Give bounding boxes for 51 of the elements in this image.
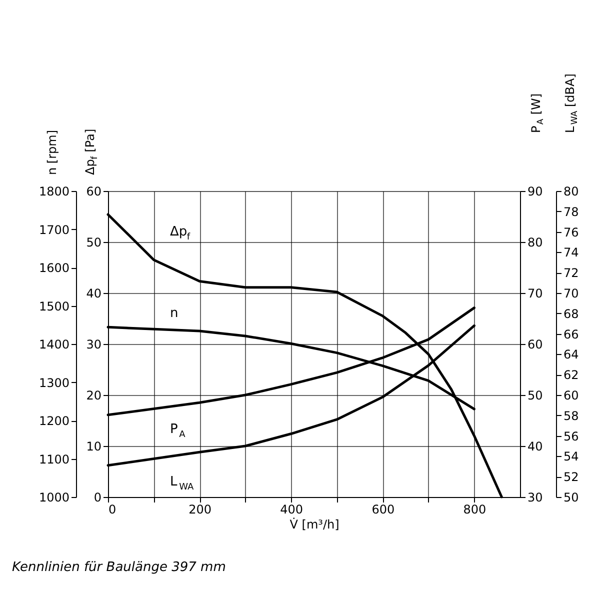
y-axis-title: PA [W] bbox=[529, 93, 546, 133]
x-axis-title: V̇ [m³/h] bbox=[290, 517, 340, 532]
y2-tick-label: 54 bbox=[564, 450, 579, 464]
y-tick-label: 50 bbox=[86, 236, 102, 250]
y2-tick-label: 78 bbox=[564, 204, 579, 219]
y2-tick-label: 76 bbox=[564, 225, 579, 240]
y2-tick-label: 1100 bbox=[38, 452, 70, 466]
y-tick-label: 90 bbox=[528, 184, 543, 198]
y2-tick-label: 60 bbox=[564, 388, 579, 402]
y2-tick-label: 1200 bbox=[38, 414, 70, 428]
x-tick-label: 200 bbox=[188, 502, 212, 516]
y-tick-label: 20 bbox=[86, 388, 102, 402]
y-tick-label: 80 bbox=[528, 236, 543, 250]
y2-tick-label: 1000 bbox=[38, 490, 70, 504]
y2-tick-label: 1600 bbox=[38, 261, 70, 275]
y2-tick-label: 1300 bbox=[38, 376, 70, 390]
y2-tick-label: 68 bbox=[564, 306, 579, 321]
y-axis-title: Δpf [Pa] bbox=[83, 128, 100, 175]
y2-tick-label: 74 bbox=[564, 246, 579, 260]
y2-tick-label: 56 bbox=[564, 429, 579, 444]
y-tick-label: 60 bbox=[528, 338, 543, 352]
y2-tick-label: 62 bbox=[564, 368, 579, 382]
y-tick-label: 10 bbox=[86, 440, 102, 454]
y2-tick-label: 80 bbox=[564, 184, 579, 198]
y-tick-label: 30 bbox=[528, 490, 543, 504]
x-tick-label: 600 bbox=[372, 502, 395, 516]
y-tick-label: 70 bbox=[528, 286, 543, 300]
y2-tick-label: 1800 bbox=[38, 184, 70, 198]
y2-tick-label: 1400 bbox=[38, 338, 70, 352]
y2-tick-label: 72 bbox=[564, 266, 579, 280]
y-tick-label: 50 bbox=[528, 388, 543, 402]
y-tick-label: 40 bbox=[86, 286, 102, 300]
y2-tick-label: 64 bbox=[564, 348, 579, 362]
y2-tick-label: 66 bbox=[564, 327, 579, 342]
y-tick-label: 40 bbox=[528, 440, 543, 454]
y2-axis-title: n [rpm] bbox=[45, 130, 59, 175]
y2-tick-label: 1500 bbox=[38, 299, 70, 314]
y2-tick-label: 1700 bbox=[38, 222, 70, 237]
y-tick-label: 60 bbox=[86, 184, 102, 198]
x-tick-label: 800 bbox=[463, 502, 486, 516]
text: Kennlinien für Baulänge 397 mm bbox=[12, 560, 226, 575]
y-tick-label: 30 bbox=[86, 338, 102, 352]
x-tick-label: 0 bbox=[108, 502, 116, 516]
y2-tick-label: 52 bbox=[564, 470, 579, 484]
y-tick-label: 0 bbox=[94, 490, 102, 504]
x-tick-label: 400 bbox=[280, 502, 304, 516]
y2-tick-label: 70 bbox=[564, 286, 579, 300]
y2-axis-title: LWA [dBA] bbox=[563, 74, 580, 133]
y2-tick-label: 58 bbox=[564, 408, 579, 423]
series-label: n bbox=[170, 306, 178, 322]
y2-tick-label: 50 bbox=[564, 490, 579, 504]
